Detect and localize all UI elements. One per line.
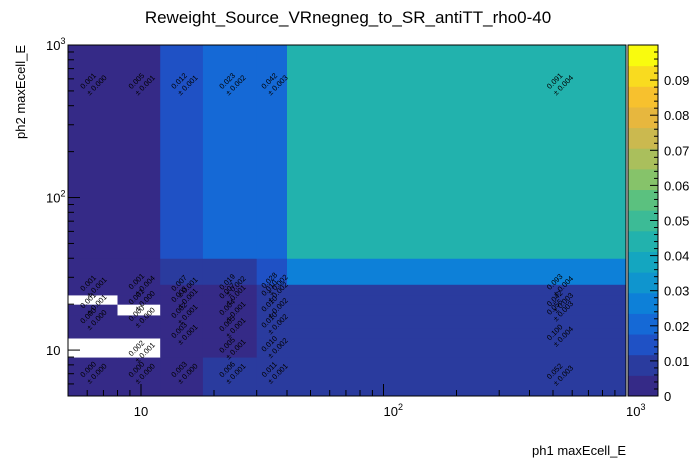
heatmap-cell	[68, 314, 118, 329]
color-scale-segment	[628, 148, 658, 170]
heatmap-cell	[202, 314, 258, 329]
heatmap-cell	[160, 258, 204, 285]
heatmap-cell	[117, 357, 161, 397]
heatmap-cell	[68, 357, 118, 397]
heatmap-cell	[286, 327, 627, 339]
heatmap-cell	[286, 258, 627, 285]
heatmap-cell	[286, 294, 627, 305]
color-scale-segment	[628, 168, 658, 191]
heatmap-cell	[117, 258, 161, 285]
y-tick-label: 103	[46, 36, 65, 53]
x-tick-label: 102	[383, 402, 402, 419]
heatmap-cell	[117, 338, 161, 358]
heatmap-cell	[202, 357, 258, 397]
heatmap-cell	[202, 327, 258, 339]
heatmap-cell	[286, 304, 627, 316]
color-scale-tick-label: 0.02	[664, 319, 689, 334]
heatmap-cell	[160, 45, 204, 259]
heatmap-cell	[160, 294, 204, 305]
color-scale-segment	[628, 251, 658, 273]
heatmap-cell	[68, 327, 118, 339]
heatmap-cell	[256, 357, 288, 397]
heatmap-cell	[202, 284, 258, 296]
chart-title: Reweight_Source_VRnegneg_to_SR_antiTT_rh…	[145, 8, 551, 27]
color-scale-segment	[628, 272, 658, 294]
heatmap-cell	[117, 314, 161, 329]
y-tick-label: 102	[46, 189, 65, 206]
heatmap-cell	[256, 314, 288, 329]
color-scale-tick-label: 0.07	[664, 143, 689, 158]
color-scale-segment	[628, 375, 658, 397]
color-scale-segment	[628, 127, 658, 149]
heatmap-cell	[286, 338, 627, 358]
color-scale-tick-label: 0.04	[664, 249, 689, 264]
x-tick-label: 103	[626, 402, 645, 419]
heatmap-cell	[160, 304, 204, 316]
color-scale-tick-label: 0.06	[664, 178, 689, 193]
heatmap-cell	[286, 284, 627, 296]
heatmap-cell	[202, 294, 258, 305]
heatmap-cell	[160, 357, 204, 397]
heatmap-cell	[117, 45, 161, 259]
heatmap-cell	[117, 304, 161, 316]
color-scale-segment	[628, 334, 658, 356]
heatmap-cell	[256, 258, 288, 285]
heatmap-cell	[68, 284, 118, 296]
heatmap-cell	[256, 327, 288, 339]
heatmap-cells	[68, 45, 627, 397]
x-tick-label: 10	[134, 404, 148, 419]
color-scale-tick-label: 0.09	[664, 73, 689, 88]
heatmap-cell	[286, 45, 627, 259]
color-scale-segment	[628, 189, 658, 211]
heatmap-cell	[286, 357, 627, 397]
heatmap-cell	[202, 338, 258, 358]
x-axis-label: ph1 maxEcell_E	[532, 443, 626, 458]
color-scale-segment	[628, 65, 658, 87]
x-axis: 10 102 103	[67, 384, 645, 419]
color-scale-segment	[628, 106, 658, 129]
color-scale-segment	[628, 354, 658, 376]
heatmap-cell	[202, 258, 258, 285]
color-scale-segment	[628, 230, 658, 252]
heatmap-cell	[202, 304, 258, 316]
color-scale-tick-label: 0.08	[664, 108, 689, 123]
heatmap-cell	[68, 338, 118, 358]
heatmap-cell	[202, 45, 258, 259]
heatmap-cell	[160, 327, 204, 339]
heatmap-cell	[256, 45, 288, 259]
heatmap-cell	[256, 304, 288, 316]
heatmap-cell	[160, 284, 204, 296]
color-scale-tick-label: 0.01	[664, 354, 689, 369]
color-scale-tick-label: 0	[664, 389, 671, 404]
color-scale-segment	[628, 45, 658, 67]
heatmap-cell	[256, 338, 288, 358]
y-tick-label: 10	[46, 343, 60, 358]
color-scale-segment	[628, 292, 658, 314]
heatmap-cell	[160, 338, 204, 358]
color-scale-tick-label: 0.03	[664, 284, 689, 299]
color-scale-segment	[628, 86, 658, 108]
color-scale-bar	[627, 44, 659, 397]
heatmap-cell	[256, 294, 288, 305]
color-scale-tick-label: 0.05	[664, 214, 689, 229]
heatmap-cell	[68, 294, 118, 305]
heatmap-cell	[68, 258, 118, 285]
heatmap-cell	[286, 314, 627, 329]
heatmap-cell	[68, 304, 118, 316]
heatmap-cell	[256, 284, 288, 296]
heatmap-cell	[68, 45, 118, 259]
plot-frame	[67, 44, 627, 397]
color-scale-axis: 0 0.01 0.02 0.03 0.04 0.05 0.06 0.07 0.08 0.09	[650, 44, 689, 404]
y-axis: 10 102 103	[46, 36, 80, 397]
y-axis-label: ph2 maxEcell_E	[13, 45, 28, 139]
color-scale-segment	[628, 210, 658, 232]
heatmap-cell	[160, 314, 204, 329]
heatmap-cell	[117, 284, 161, 296]
color-scale-segment	[628, 313, 658, 335]
heatmap-cell	[117, 294, 161, 305]
heatmap-cell	[117, 327, 161, 339]
